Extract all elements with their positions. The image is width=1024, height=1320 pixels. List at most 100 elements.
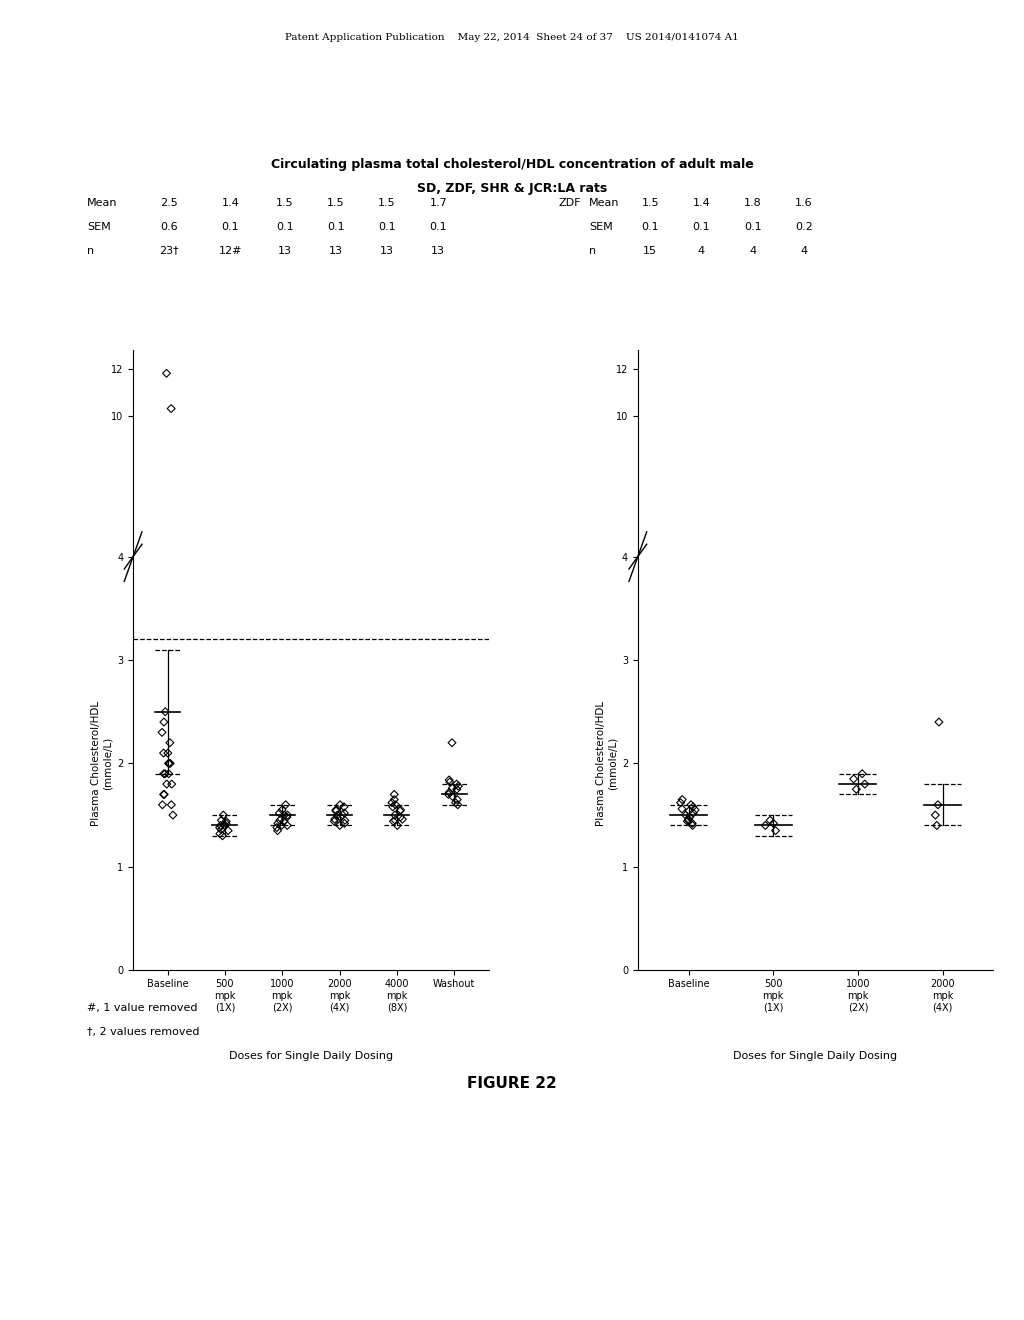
Point xyxy=(848,779,864,800)
Text: FIGURE 22: FIGURE 22 xyxy=(467,1076,557,1090)
Point xyxy=(216,814,232,836)
Point xyxy=(276,804,293,826)
Point xyxy=(279,807,295,828)
Point xyxy=(280,804,296,826)
Point xyxy=(278,795,294,816)
Text: 4: 4 xyxy=(698,246,705,256)
X-axis label: Doses for Single Daily Dosing: Doses for Single Daily Dosing xyxy=(228,1051,393,1061)
Point xyxy=(336,796,352,817)
Point xyxy=(392,800,409,821)
Point xyxy=(846,768,862,789)
Point xyxy=(930,795,946,816)
Text: SD, ZDF, SHR & JCR:LA rats: SD, ZDF, SHR & JCR:LA rats xyxy=(417,182,607,195)
Point xyxy=(684,814,700,836)
Text: 13: 13 xyxy=(431,246,445,256)
Text: 1.5: 1.5 xyxy=(275,198,294,209)
Point xyxy=(440,784,457,805)
Text: 12#: 12# xyxy=(219,246,242,256)
Text: 0.1: 0.1 xyxy=(429,222,447,232)
Point xyxy=(332,795,348,816)
Point xyxy=(157,763,173,784)
Point xyxy=(449,774,465,795)
Text: SEM: SEM xyxy=(87,222,111,232)
Point xyxy=(269,820,286,841)
Point xyxy=(685,796,701,817)
Point xyxy=(386,784,402,805)
Point xyxy=(443,733,460,754)
Text: 0.1: 0.1 xyxy=(692,222,711,232)
Text: 1.8: 1.8 xyxy=(743,198,762,209)
Text: Mean: Mean xyxy=(87,198,118,209)
Point xyxy=(674,789,690,810)
Point xyxy=(165,804,181,826)
Point xyxy=(271,803,288,824)
Text: 0.1: 0.1 xyxy=(327,222,345,232)
Point xyxy=(687,800,703,821)
Point xyxy=(162,752,178,774)
Text: 1.6: 1.6 xyxy=(795,198,813,209)
Point xyxy=(269,813,286,834)
Point xyxy=(274,800,291,821)
Point xyxy=(927,804,943,826)
Point xyxy=(679,810,695,832)
Point xyxy=(327,809,343,830)
Point xyxy=(931,711,947,733)
Point xyxy=(326,810,342,832)
Point xyxy=(389,814,406,836)
Text: 0.1: 0.1 xyxy=(221,222,240,232)
Text: 0.1: 0.1 xyxy=(641,222,659,232)
Text: 0.6: 0.6 xyxy=(160,222,178,232)
Text: 0.2: 0.2 xyxy=(795,222,813,232)
Text: 1.4: 1.4 xyxy=(692,198,711,209)
Text: 0.1: 0.1 xyxy=(378,222,396,232)
Text: SEM: SEM xyxy=(589,222,612,232)
Text: 0.1: 0.1 xyxy=(275,222,294,232)
Point xyxy=(444,777,461,799)
Point xyxy=(681,807,697,828)
Point xyxy=(218,810,234,832)
Point xyxy=(387,809,403,830)
Point xyxy=(392,807,409,828)
Point xyxy=(215,804,231,826)
Text: 2.5: 2.5 xyxy=(160,198,178,209)
Point xyxy=(387,795,403,816)
Point xyxy=(451,776,467,797)
Point xyxy=(156,742,172,763)
Text: 13: 13 xyxy=(329,246,343,256)
Point xyxy=(217,814,233,836)
Point xyxy=(211,817,227,838)
Point xyxy=(161,752,177,774)
Point xyxy=(394,809,411,830)
Text: 1.4: 1.4 xyxy=(221,198,240,209)
Text: Patent Application Publication    May 22, 2014  Sheet 24 of 37    US 2014/014107: Patent Application Publication May 22, 2… xyxy=(285,33,739,42)
Point xyxy=(156,784,172,805)
Point xyxy=(333,807,349,828)
Text: 13: 13 xyxy=(278,246,292,256)
Point xyxy=(757,814,773,836)
Point xyxy=(450,795,466,816)
Point xyxy=(335,804,351,826)
Point xyxy=(214,825,230,846)
Point xyxy=(762,809,778,830)
Text: †, 2 values removed: †, 2 values removed xyxy=(87,1027,200,1038)
Point xyxy=(213,809,229,830)
Point xyxy=(684,813,700,834)
Point xyxy=(159,363,175,384)
Text: 4: 4 xyxy=(801,246,807,256)
Point xyxy=(450,789,466,810)
Point xyxy=(386,789,402,810)
Point xyxy=(680,809,696,830)
X-axis label: Doses for Single Daily Dosing: Doses for Single Daily Dosing xyxy=(733,1051,898,1061)
Point xyxy=(275,810,292,832)
Point xyxy=(329,804,345,826)
Point xyxy=(857,774,873,795)
Point xyxy=(683,795,699,816)
Point xyxy=(384,792,400,813)
Point xyxy=(332,814,348,836)
Point xyxy=(449,779,465,800)
Point xyxy=(392,800,409,821)
Point xyxy=(212,824,228,845)
Text: 1.5: 1.5 xyxy=(378,198,396,209)
Point xyxy=(162,733,178,754)
Point xyxy=(441,771,458,792)
